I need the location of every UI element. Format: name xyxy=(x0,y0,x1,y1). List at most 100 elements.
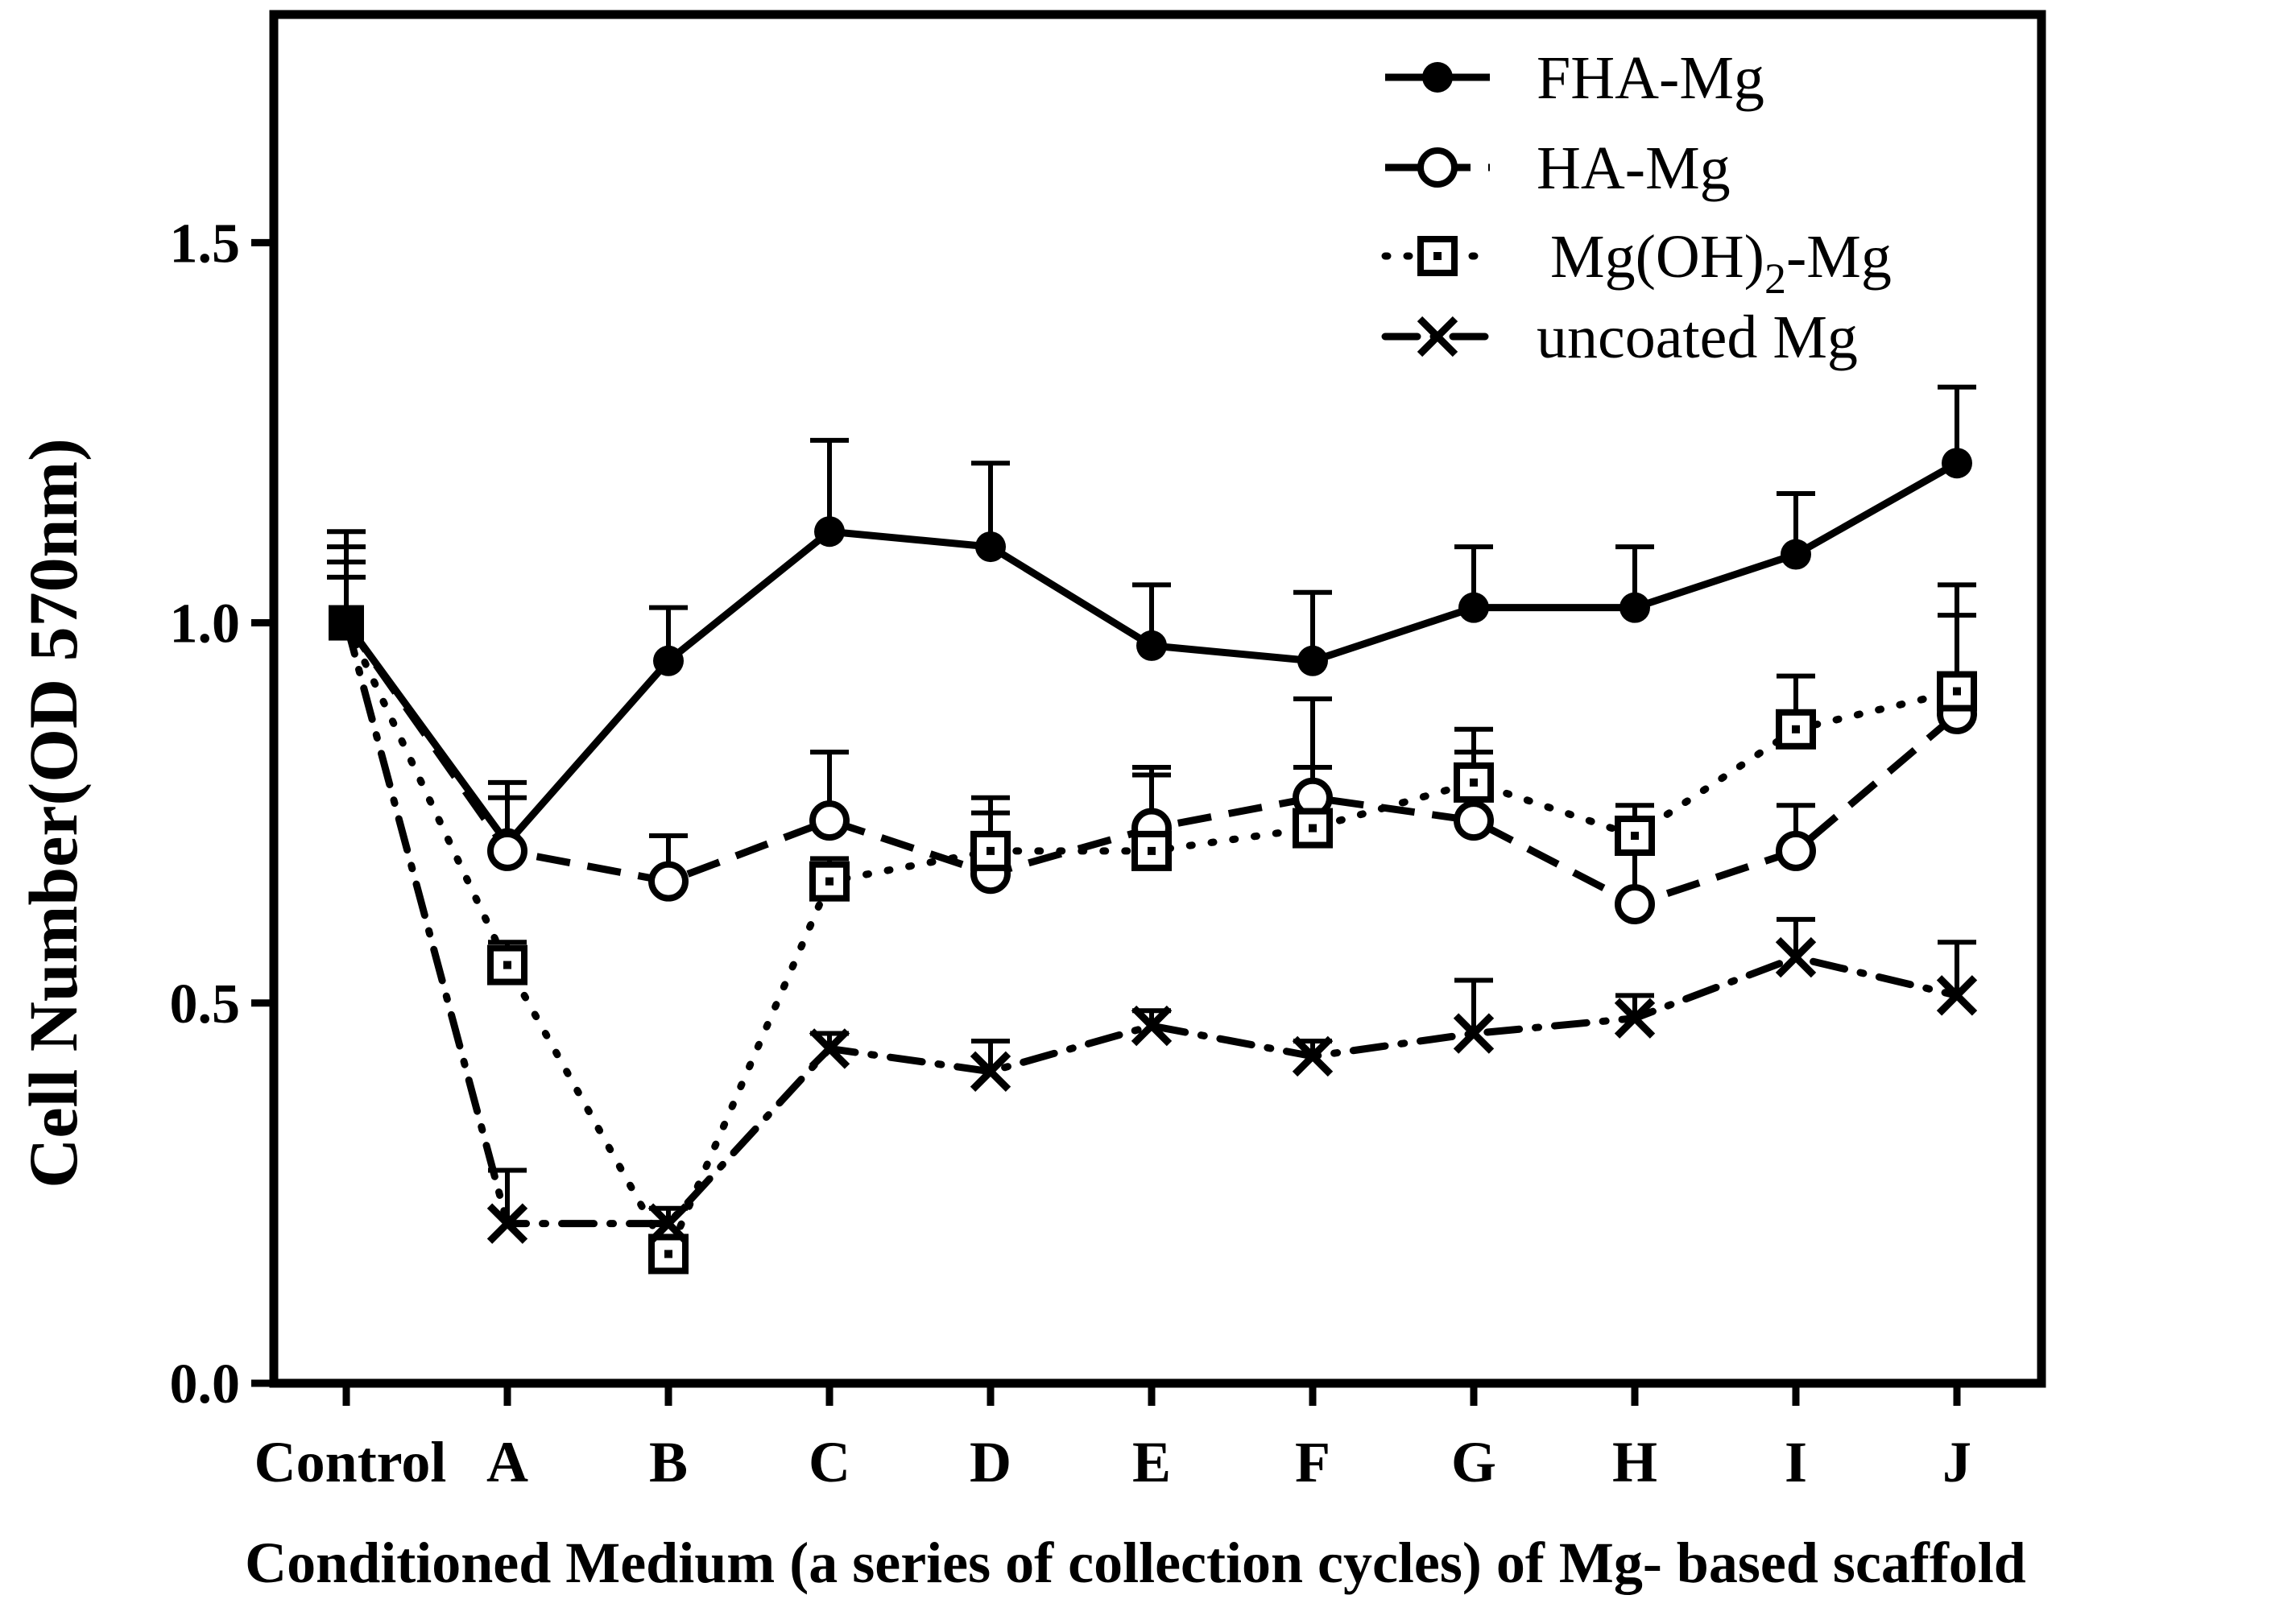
data-point-mg-oh-2-mg xyxy=(970,830,1011,871)
legend-label-uncoated-mg: uncoated Mg xyxy=(1537,304,1858,371)
x-tick-label: J xyxy=(1942,1430,1971,1494)
legend-label-suffix: -Mg xyxy=(1786,223,1892,291)
marker-square-dot xyxy=(1148,846,1156,855)
data-point-fha-mg xyxy=(1942,448,1972,479)
marker-open-circle xyxy=(1776,830,1816,871)
marker-filled-square xyxy=(329,605,364,641)
marker-cross-stroke xyxy=(1614,998,1656,1039)
marker-filled-circle xyxy=(1458,592,1489,623)
marker-square-dot xyxy=(664,1250,672,1258)
x-tick-label: D xyxy=(970,1430,1011,1494)
legend-label-subscript: 2 xyxy=(1764,254,1786,303)
marker-square-dot xyxy=(1792,725,1800,733)
marker-square-dot xyxy=(1470,778,1478,787)
x-tick-label: A xyxy=(486,1430,528,1494)
data-point-fha-mg xyxy=(1297,645,1328,676)
data-point-uncoated-mg xyxy=(809,1028,850,1069)
series-line-mg-oh-2-mg xyxy=(342,619,1961,1258)
marker-cross-stroke xyxy=(809,1028,850,1069)
marker-filled-circle xyxy=(1422,62,1453,93)
data-point-uncoated-mg xyxy=(1131,1005,1173,1047)
marker-filled-circle xyxy=(1297,645,1328,676)
marker-cross-stroke xyxy=(1131,1005,1173,1047)
x-tick-label: Control xyxy=(254,1430,447,1494)
marker-filled-circle xyxy=(814,516,845,548)
data-point-fha-mg xyxy=(1619,592,1650,623)
marker-open-circle xyxy=(1454,800,1494,841)
x-tick-label: H xyxy=(1612,1430,1657,1494)
data-point-mg-oh-2-mg xyxy=(809,861,850,902)
plot-area xyxy=(327,384,1978,1275)
marker-cross-stroke xyxy=(647,1203,689,1244)
data-point-mg-oh-2-mg xyxy=(1776,709,1816,750)
y-axis-label: Cell Number(OD 570nm) xyxy=(14,438,92,1188)
marker-open-circle xyxy=(487,830,527,871)
data-point-ha-mg xyxy=(809,800,850,841)
marker-open-circle xyxy=(648,861,689,902)
marker-square-dot xyxy=(1953,687,1961,696)
data-point-mg-oh-2-mg xyxy=(1454,762,1494,803)
data-point-mg-oh-2-mg xyxy=(1293,808,1333,849)
data-point-uncoated-mg xyxy=(1453,1013,1495,1054)
data-point-fha-mg xyxy=(814,516,845,548)
marker-square-dot xyxy=(1433,252,1442,260)
data-point-fha-mg xyxy=(975,531,1006,563)
data-point-ha-mg xyxy=(1615,884,1655,924)
marker-open-circle xyxy=(809,800,850,841)
legend-label-main: Mg(OH) xyxy=(1550,223,1764,291)
legend-marker-ha-mg xyxy=(1417,147,1458,188)
data-point-ha-mg xyxy=(1776,830,1816,871)
x-tick-label: F xyxy=(1295,1430,1330,1494)
legend-marker-mg-oh-2-mg xyxy=(1417,236,1458,276)
y-tick-label: 1.5 xyxy=(170,213,241,275)
marker-square-dot xyxy=(825,877,834,886)
data-point-mg-oh-2-mg xyxy=(648,1233,689,1275)
data-point-ha-mg xyxy=(487,830,527,871)
marker-filled-circle xyxy=(1942,448,1972,479)
data-point-fha-mg xyxy=(1781,539,1811,570)
marker-square xyxy=(487,944,527,986)
data-point-uncoated-mg xyxy=(486,1203,528,1244)
marker-square-dot xyxy=(503,961,511,969)
x-tick-label: I xyxy=(1785,1430,1807,1494)
data-point-uncoated-mg xyxy=(970,1051,1011,1092)
data-point-mg-oh-2-mg xyxy=(1937,671,1977,712)
data-point-uncoated-mg xyxy=(1775,936,1817,978)
marker-filled-circle xyxy=(975,531,1006,563)
marker-square-dot xyxy=(987,846,995,855)
data-point-fha-mg xyxy=(1136,630,1167,661)
marker-cross-stroke xyxy=(970,1051,1011,1092)
marker-cross-stroke xyxy=(1453,1013,1495,1054)
series-line-uncoated-mg xyxy=(342,619,1961,1228)
marker-square-dot xyxy=(1309,824,1317,833)
x-tick-label: G xyxy=(1451,1430,1496,1494)
data-point-uncoated-mg xyxy=(1292,1035,1334,1077)
data-point-ha-mg xyxy=(648,861,689,902)
marker-cross-stroke xyxy=(1292,1035,1334,1077)
marker-square-dot xyxy=(1631,832,1639,840)
data-point-fha-mg xyxy=(653,645,684,676)
data-point-mg-oh-2-mg xyxy=(1131,830,1172,871)
data-point-control xyxy=(329,605,364,641)
x-tick-label: C xyxy=(809,1430,850,1494)
legend-label-ha-mg: HA-Mg xyxy=(1537,134,1731,202)
legend-marker-uncoated-mg xyxy=(1417,316,1458,357)
y-tick-label: 0.5 xyxy=(170,973,241,1035)
plot-frame xyxy=(269,10,2046,1388)
data-point-mg-oh-2-mg xyxy=(487,944,527,986)
marker-cross-stroke xyxy=(1936,975,1978,1016)
marker-cross-stroke xyxy=(486,1203,528,1244)
marker-filled-circle xyxy=(653,645,684,676)
data-point-uncoated-mg xyxy=(647,1203,689,1244)
marker-cross-stroke xyxy=(1417,316,1458,357)
data-point-fha-mg xyxy=(1458,592,1489,623)
marker-filled-circle xyxy=(1619,592,1650,623)
data-point-uncoated-mg xyxy=(1936,975,1978,1016)
marker-open-circle xyxy=(1615,884,1655,924)
x-tick-label: B xyxy=(649,1430,688,1494)
data-point-mg-oh-2-mg xyxy=(1615,816,1655,856)
legend-marker-fha-mg xyxy=(1422,62,1453,93)
marker-filled-circle xyxy=(1136,630,1167,661)
